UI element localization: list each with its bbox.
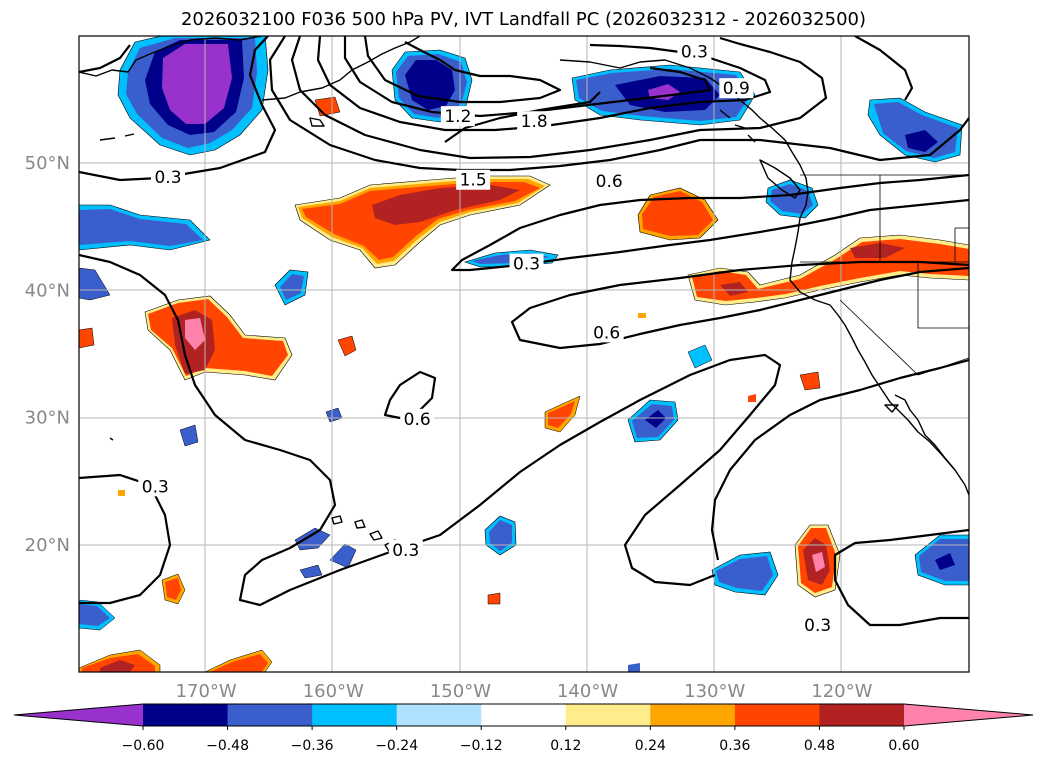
contour-label: 0.6 xyxy=(596,172,623,192)
colorbar: −0.60 −0.48 −0.36 −0.24 −0.12 0.12 0.24 0.36 0.4… xyxy=(13,703,1034,754)
contour-label-bg xyxy=(138,476,173,497)
colorbar-segment xyxy=(819,704,905,726)
contour-label: 0.3 xyxy=(804,616,831,636)
pv-contours xyxy=(79,36,969,627)
contour-label-bg xyxy=(517,111,552,132)
contour-label-bg xyxy=(151,167,185,188)
map-frame xyxy=(78,35,970,673)
map-area: 0.3 0.3 0.9 1.2 1.8 1.5 0.6 0.3 0.6 0.6 0.3 0.3 0.3 xyxy=(79,36,969,672)
lat-tick-label: 40°N xyxy=(25,280,70,301)
contour-label-bg xyxy=(456,169,491,190)
lon-tick-label: 160°W xyxy=(303,681,364,702)
contour-label-bg xyxy=(440,106,475,127)
lat-tick-label: 20°N xyxy=(25,535,70,556)
contour-label-bg xyxy=(719,78,754,99)
contour-label: 1.5 xyxy=(460,171,487,191)
colorbar-extend-min xyxy=(14,704,143,726)
contour-label-bg xyxy=(400,408,435,429)
colorbar-tick-label: 0.24 xyxy=(635,738,666,754)
lon-tick-label: 140°W xyxy=(557,681,618,702)
contour-label-bg xyxy=(677,41,712,62)
ivt-positive-band-coast xyxy=(687,234,969,306)
contour-label-bg xyxy=(800,614,835,635)
lat-tick-label: 50°N xyxy=(25,153,70,174)
lon-tick-label: 130°W xyxy=(684,681,745,702)
contour-label-bg xyxy=(388,539,423,560)
contour-label-bg xyxy=(592,171,627,192)
contour-label-bg xyxy=(589,322,624,343)
colorbar-tick-label: −0.36 xyxy=(291,738,334,754)
colorbar-tick-label: −0.24 xyxy=(375,738,418,754)
colorbar-segment xyxy=(481,704,567,726)
lat-axis-labels: 50°N 40°N 30°N 20°N xyxy=(25,153,70,556)
colorbar-segment xyxy=(396,704,482,726)
colorbar-tick-label: 0.48 xyxy=(804,738,835,754)
lon-axis-labels: 170°W 160°W 150°W 140°W 130°W 120°W xyxy=(176,681,873,702)
colorbar-tick-label: −0.48 xyxy=(206,738,249,754)
colorbar-segment xyxy=(143,704,229,726)
ivt-negative-blob-bc xyxy=(867,97,963,163)
graticule xyxy=(79,36,969,672)
contour-label: 0.3 xyxy=(142,477,169,497)
contour-label: 0.3 xyxy=(392,541,419,561)
colorbar-segment xyxy=(734,704,820,726)
colorbar-tick-label: −0.12 xyxy=(460,738,503,754)
contour-label: 0.6 xyxy=(593,323,620,343)
colorbar-segment xyxy=(565,704,651,726)
colorbar-tick-label: −0.60 xyxy=(122,738,165,754)
map-title: 2026032100 F036 500 hPa PV, IVT Landfall… xyxy=(180,9,867,30)
contour-label: 0.3 xyxy=(154,168,181,188)
ivt-negative-blob-northwest xyxy=(117,36,269,156)
ivt-positive-blob-south xyxy=(794,524,841,598)
colorbar-tick-label: 0.12 xyxy=(550,738,581,754)
colorbar-tick-label: 0.36 xyxy=(719,738,750,754)
contour-label: 1.2 xyxy=(444,107,471,127)
ivt-positive-blob-west xyxy=(144,295,293,381)
colorbar-extend-max xyxy=(904,704,1033,726)
lon-tick-label: 150°W xyxy=(430,681,491,702)
colorbar-segment xyxy=(312,704,398,726)
contour-label: 0.3 xyxy=(513,255,540,275)
contour-label: 0.6 xyxy=(404,410,431,430)
contour-label: 0.9 xyxy=(723,79,750,99)
lat-tick-label: 30°N xyxy=(25,408,70,429)
lon-tick-label: 170°W xyxy=(176,681,237,702)
contour-label: 0.3 xyxy=(681,42,708,62)
ivt-positive-blob-ar xyxy=(294,175,551,269)
colorbar-segment xyxy=(227,704,313,726)
colorbar-segment xyxy=(650,704,736,726)
contour-label: 1.8 xyxy=(521,112,548,132)
contour-label-bg xyxy=(509,253,544,274)
contour-labels: 0.3 0.3 0.9 1.2 1.8 1.5 0.6 0.3 0.6 0.6 0.3 0.3 0.3 xyxy=(138,41,835,636)
colorbar-tick-label: 0.60 xyxy=(888,738,919,754)
lon-tick-label: 120°W xyxy=(811,681,872,702)
